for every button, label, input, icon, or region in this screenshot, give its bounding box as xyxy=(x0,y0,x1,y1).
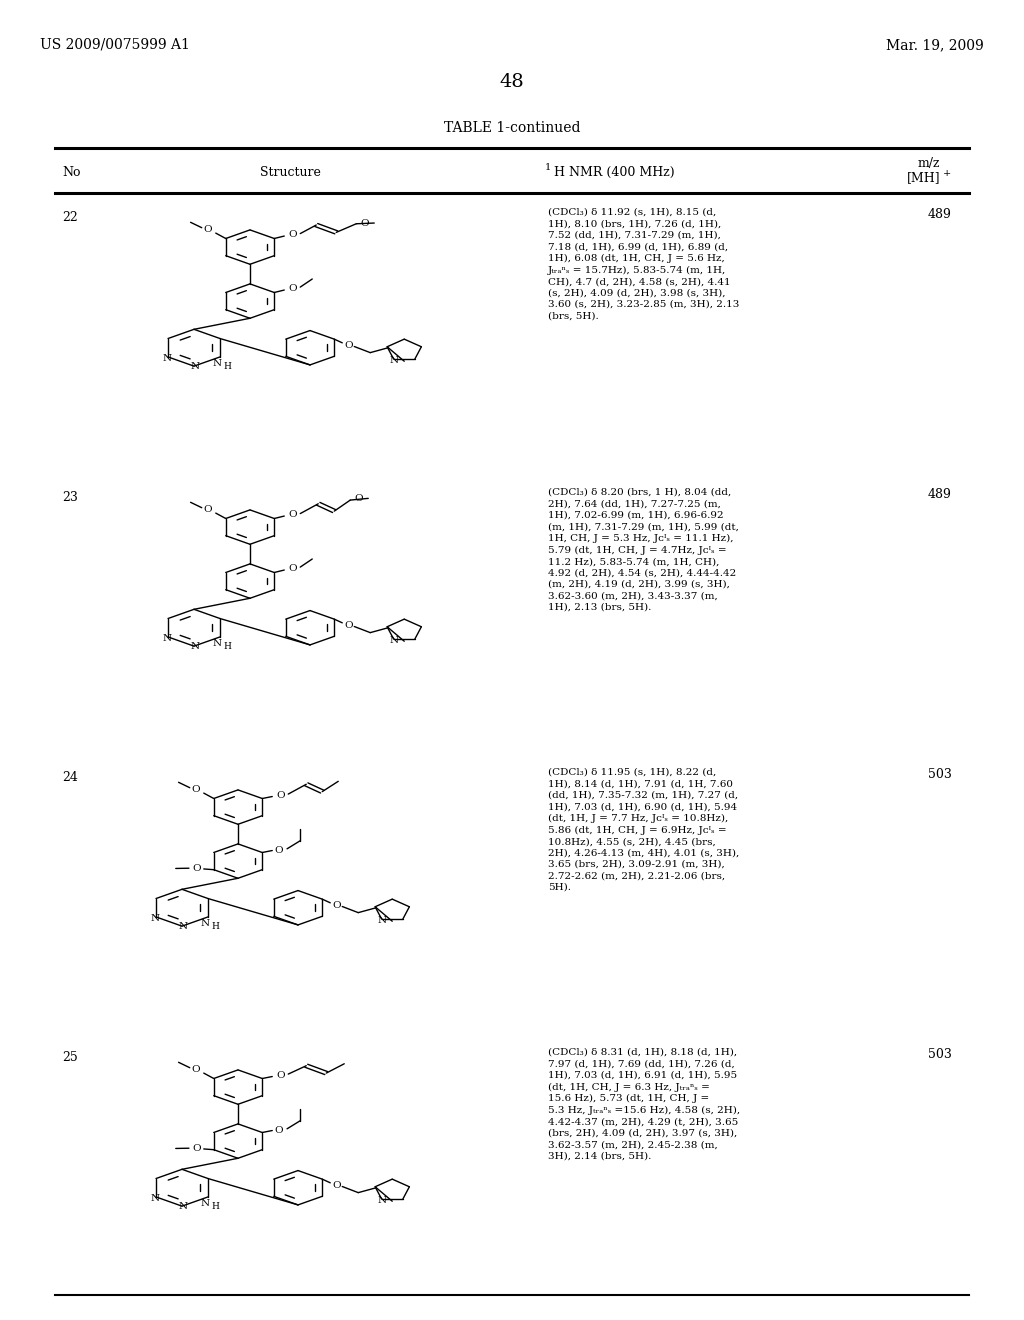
Text: m/z: m/z xyxy=(918,157,940,169)
Text: O: O xyxy=(204,226,212,235)
Text: N: N xyxy=(190,362,200,371)
Text: TABLE 1-continued: TABLE 1-continued xyxy=(443,121,581,135)
Text: H: H xyxy=(223,642,231,651)
Text: N: N xyxy=(151,1193,160,1203)
Text: H NMR (400 MHz): H NMR (400 MHz) xyxy=(554,165,675,178)
Text: N: N xyxy=(389,636,398,645)
Text: (CDCl₃) δ 8.20 (brs, 1 H), 8.04 (dd,
2H), 7.64 (dd, 1H), 7.27-7.25 (m,
1H), 7.02: (CDCl₃) δ 8.20 (brs, 1 H), 8.04 (dd, 2H)… xyxy=(548,488,739,612)
Text: 25: 25 xyxy=(62,1051,78,1064)
Text: O: O xyxy=(274,1126,284,1135)
Text: 503: 503 xyxy=(928,1048,952,1061)
Text: [MH]: [MH] xyxy=(906,172,940,185)
Text: 489: 489 xyxy=(928,209,952,220)
Text: (CDCl₃) δ 8.31 (d, 1H), 8.18 (d, 1H),
7.97 (d, 1H), 7.69 (dd, 1H), 7.26 (d,
1H),: (CDCl₃) δ 8.31 (d, 1H), 8.18 (d, 1H), 7.… xyxy=(548,1048,740,1160)
Text: N: N xyxy=(201,1199,209,1208)
Text: 1: 1 xyxy=(545,164,551,173)
Text: N: N xyxy=(163,354,172,363)
Text: N: N xyxy=(212,639,221,648)
Text: Structure: Structure xyxy=(259,165,321,178)
Text: O: O xyxy=(274,846,284,854)
Text: N: N xyxy=(212,359,221,367)
Text: O: O xyxy=(344,341,352,350)
Text: (CDCl₃) δ 11.95 (s, 1H), 8.22 (d,
1H), 8.14 (d, 1H), 7.91 (d, 1H, 7.60
(dd, 1H),: (CDCl₃) δ 11.95 (s, 1H), 8.22 (d, 1H), 8… xyxy=(548,768,739,892)
Text: O: O xyxy=(204,506,212,515)
Text: O: O xyxy=(332,1181,341,1189)
Text: O: O xyxy=(275,791,285,800)
Text: O: O xyxy=(288,284,297,293)
Text: N: N xyxy=(178,1201,187,1210)
Text: N: N xyxy=(377,916,386,925)
Text: O: O xyxy=(354,495,364,503)
Text: O: O xyxy=(332,900,341,909)
Text: O: O xyxy=(191,1065,200,1074)
Text: 489: 489 xyxy=(928,488,952,502)
Text: 503: 503 xyxy=(928,768,952,781)
Text: O: O xyxy=(288,511,297,519)
Text: 22: 22 xyxy=(62,211,78,224)
Text: O: O xyxy=(288,564,297,573)
Text: +: + xyxy=(943,169,951,178)
Text: US 2009/0075999 A1: US 2009/0075999 A1 xyxy=(40,38,189,51)
Text: N: N xyxy=(151,913,160,923)
Text: O: O xyxy=(275,1071,285,1080)
Text: N: N xyxy=(389,356,398,364)
Text: No: No xyxy=(62,165,81,178)
Text: (CDCl₃) δ 11.92 (s, 1H), 8.15 (d,
1H), 8.10 (brs, 1H), 7.26 (d, 1H),
7.52 (dd, 1: (CDCl₃) δ 11.92 (s, 1H), 8.15 (d, 1H), 8… xyxy=(548,209,739,321)
Text: 23: 23 xyxy=(62,491,78,504)
Text: H: H xyxy=(211,921,219,931)
Text: O: O xyxy=(193,865,202,873)
Text: Mar. 19, 2009: Mar. 19, 2009 xyxy=(886,38,984,51)
Text: H: H xyxy=(223,362,231,371)
Text: N: N xyxy=(163,634,172,643)
Text: O: O xyxy=(288,230,297,239)
Text: H: H xyxy=(211,1201,219,1210)
Text: O: O xyxy=(360,219,370,227)
Text: N: N xyxy=(178,921,187,931)
Text: N: N xyxy=(201,919,209,928)
Text: 24: 24 xyxy=(62,771,78,784)
Text: O: O xyxy=(344,620,352,630)
Text: O: O xyxy=(193,1144,202,1152)
Text: N: N xyxy=(377,1196,386,1205)
Text: 48: 48 xyxy=(500,73,524,91)
Text: O: O xyxy=(191,785,200,795)
Text: N: N xyxy=(190,642,200,651)
